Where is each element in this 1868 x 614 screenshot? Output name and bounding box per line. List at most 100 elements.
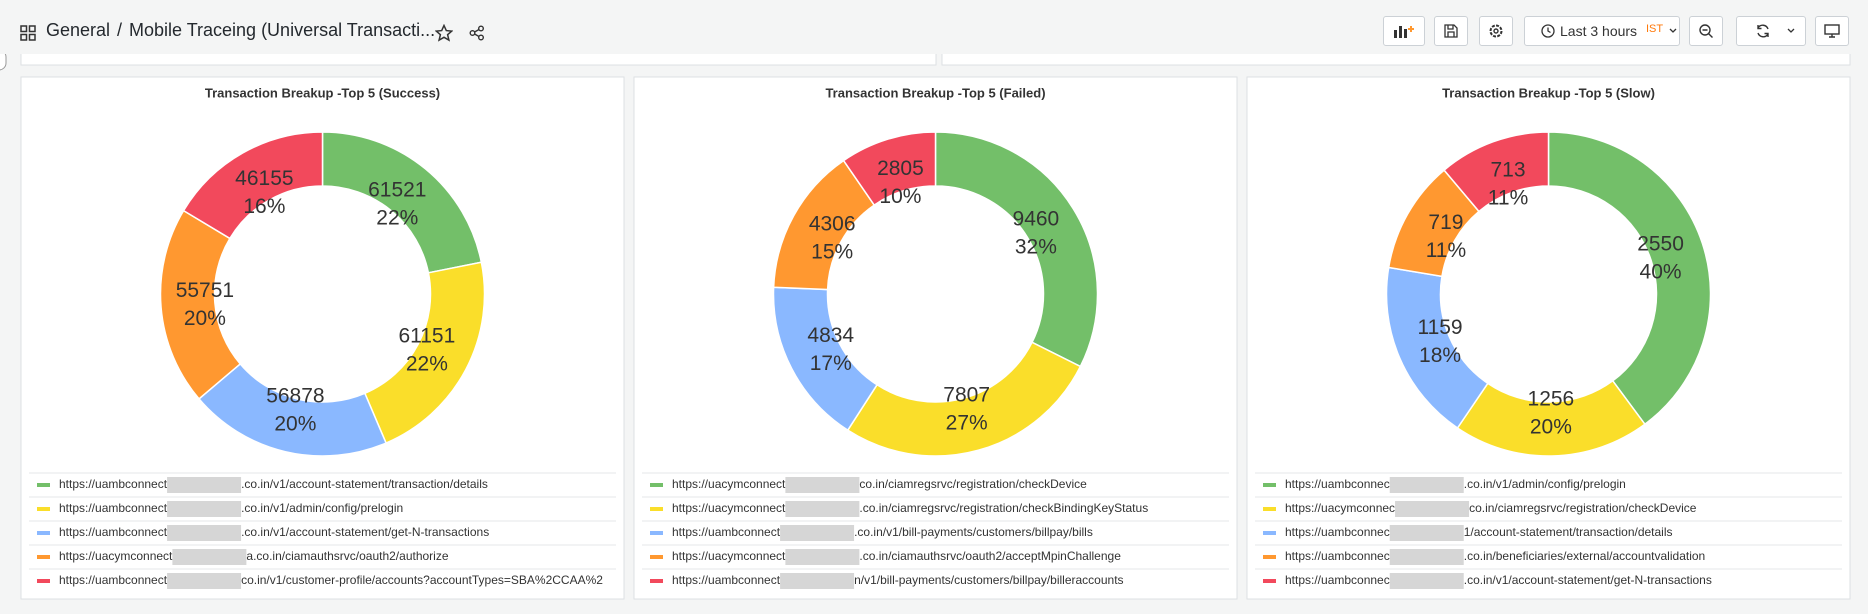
sidebar-toggle — [0, 49, 7, 71]
save-button[interactable] — [1434, 16, 1468, 46]
slice-value-label: 61521 — [368, 178, 426, 201]
legend-label: https://uambconnect — [59, 525, 168, 539]
legend-label: .co.in/v1/account-statement/get-N-transa… — [241, 525, 489, 539]
panel-content: 61521 22% 61151 22% 56878 20% 55751 20% 46155 16%… — [29, 131, 616, 589]
redaction — [785, 477, 860, 493]
slice-value-label: 55751 — [176, 279, 234, 302]
legend-label: https://uambconnec — [1285, 573, 1390, 587]
slice-value-label: 9460 — [1013, 208, 1060, 231]
redaction — [1395, 501, 1470, 517]
donut-slice — [1547, 131, 1712, 426]
redaction — [1389, 573, 1464, 589]
add-panel-button[interactable] — [1383, 16, 1425, 46]
redaction — [167, 501, 242, 517]
legend-label: co.in/ciamregsrvc/registration/checkDevi… — [1469, 501, 1697, 515]
redaction — [780, 573, 855, 589]
slice-value-label: 4306 — [809, 213, 856, 236]
panel-title: Transaction Breakup -Top 5 (Success) — [205, 85, 440, 100]
slice-percent-label: 22% — [376, 206, 418, 229]
legend-label: n/v1/bill-payments/customers/billpay/bil… — [854, 573, 1123, 587]
slice-value-label: 2805 — [877, 157, 924, 180]
redaction — [167, 477, 242, 493]
slice-value-label: 1256 — [1528, 388, 1575, 411]
tv-mode-button[interactable] — [1815, 16, 1849, 46]
slice-percent-label: 22% — [406, 353, 448, 376]
slice-value-label: 56878 — [266, 384, 324, 407]
legend-swatch — [37, 579, 50, 583]
slice-value-label: 7807 — [943, 383, 990, 406]
legend-swatch — [37, 507, 50, 511]
share-icon[interactable] — [469, 25, 485, 41]
donut-slice — [934, 131, 1099, 368]
slice-percent-label: 10% — [879, 185, 921, 208]
breadcrumb-separator: / — [117, 20, 123, 40]
legend-swatch — [37, 531, 50, 535]
legend-label: https://uacymconnec — [1285, 501, 1395, 515]
timezone: IST — [1646, 23, 1664, 35]
panel-title: Transaction Breakup -Top 5 (Slow) — [1442, 85, 1655, 100]
redaction — [167, 525, 242, 541]
legend-label: co.in/ciamregsrvc/registration/checkDevi… — [859, 477, 1087, 491]
legend-swatch — [1263, 531, 1276, 535]
slice-value-label: 1159 — [1417, 316, 1462, 339]
legend-swatch — [1263, 555, 1276, 559]
zoom-out-button[interactable] — [1689, 16, 1723, 46]
grid-icon[interactable] — [20, 25, 36, 41]
legend-label: https://uambconnect — [59, 477, 168, 491]
legend-label: co.in/v1/customer-profile/accounts?accou… — [241, 573, 603, 587]
panel-content: 2550 40% 1256 20% 1159 18% 719 11% 713 11% https:/… — [1255, 131, 1842, 589]
slice-percent-label: 40% — [1640, 261, 1682, 284]
legend-label: .co.in/v1/admin/config/prelogin — [241, 501, 403, 515]
slice-percent-label: 20% — [274, 412, 316, 435]
legend-label: https://uacymconnect — [672, 549, 786, 563]
redaction — [1389, 525, 1464, 541]
legend-swatch — [1263, 507, 1276, 511]
slice-percent-label: 16% — [243, 195, 285, 218]
legend-label: https://uambconnec — [1285, 549, 1390, 563]
legend-label: a.co.in/ciamauthsrvc/oauth2/authorize — [246, 549, 448, 563]
slice-percent-label: 20% — [1530, 416, 1572, 439]
dashboard-title[interactable]: Mobile Traceing (Universal Transacti... — [129, 20, 436, 40]
donut-slice — [846, 341, 1082, 457]
legend-label: .co.in/v1/account-statement/get-N-transa… — [1464, 573, 1712, 587]
panel: Transaction Breakup -Top 5 (Success) 6152… — [20, 76, 625, 600]
legend-label: https://uambconnect — [59, 573, 168, 587]
redaction — [167, 573, 242, 589]
settings-button[interactable] — [1479, 16, 1513, 46]
slice-percent-label: 27% — [946, 411, 988, 434]
time-picker[interactable]: Last 3 hours IST — [1524, 16, 1680, 46]
slice-percent-label: 11% — [1488, 187, 1528, 210]
panel-title: Transaction Breakup -Top 5 (Failed) — [825, 85, 1045, 100]
panel-content: 9460 32% 7807 27% 4834 17% 4306 15% 2805 10% https… — [642, 131, 1229, 589]
legend-label: .co.in/beneficiaries/external/accountval… — [1464, 549, 1705, 563]
slice-value-label: 713 — [1490, 159, 1525, 182]
slice-percent-label: 32% — [1015, 236, 1057, 259]
legend-label: .co.in/v1/admin/config/prelogin — [1464, 477, 1626, 491]
legend-swatch — [650, 555, 663, 559]
redaction — [1389, 477, 1464, 493]
donut-slice — [182, 131, 324, 240]
donut-slice — [842, 131, 937, 207]
legend-label: .co.in/v1/bill-payments/customers/billpa… — [854, 525, 1093, 539]
legend-label: https://uambconnect — [672, 525, 781, 539]
legend-label: https://uambconnec — [1285, 477, 1390, 491]
slice-percent-label: 18% — [1419, 344, 1461, 367]
slice-value-label: 2550 — [1637, 233, 1684, 256]
breadcrumb-home[interactable]: General — [46, 20, 111, 40]
legend-label: 1/account-statement/transaction/details — [1464, 525, 1673, 539]
slice-value-label: 61151 — [398, 325, 455, 348]
legend-swatch — [1263, 483, 1276, 487]
legend-swatch — [37, 555, 50, 559]
panel: Transaction Breakup -Top 5 (Failed) 9460 3… — [633, 76, 1238, 600]
star-icon[interactable] — [435, 24, 453, 42]
legend-swatch — [650, 531, 663, 535]
legend-swatch — [1263, 579, 1276, 583]
donut: 2550 40% 1256 20% 1159 18% 719 11% 713 11% — [1385, 131, 1712, 457]
legend-label: .co.in/v1/account-statement/transaction/… — [241, 477, 488, 491]
refresh-button[interactable] — [1736, 16, 1806, 46]
legend-label: https://uambconnect — [59, 501, 168, 515]
donut: 9460 32% 7807 27% 4834 17% 4306 15% 2805 10% — [772, 131, 1099, 457]
redaction — [785, 501, 860, 517]
